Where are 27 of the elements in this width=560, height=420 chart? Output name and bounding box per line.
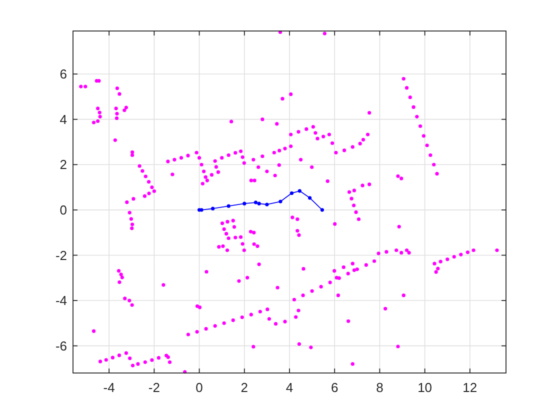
y-tick-label: 0 <box>60 202 67 218</box>
point <box>298 189 302 193</box>
point <box>290 191 294 195</box>
x-tick-label: 2 <box>240 380 248 395</box>
x-tick-label: 6 <box>330 380 338 395</box>
y-tick-label: 4 <box>60 112 67 127</box>
x-tick-label: 8 <box>376 380 384 395</box>
point <box>308 196 312 200</box>
x-tick-label: 4 <box>286 380 294 395</box>
y-tick-label: -2 <box>55 248 67 263</box>
point <box>278 200 282 204</box>
y-tick-label: 2 <box>60 157 67 172</box>
point <box>242 202 246 206</box>
point <box>226 204 230 208</box>
point <box>320 208 324 212</box>
point <box>257 202 261 206</box>
point <box>265 202 269 206</box>
x-tick-label: 0 <box>196 380 203 395</box>
point <box>211 206 215 210</box>
x-tick-label: -2 <box>148 380 160 395</box>
y-tick-label: -4 <box>55 293 67 308</box>
point <box>254 200 258 204</box>
y-tick-label: 6 <box>60 66 67 82</box>
x-tick-label: -4 <box>103 380 115 395</box>
y-tick-label: -6 <box>55 338 67 354</box>
x-tick-label: 12 <box>462 380 478 395</box>
x-tick-label: 10 <box>418 380 432 395</box>
